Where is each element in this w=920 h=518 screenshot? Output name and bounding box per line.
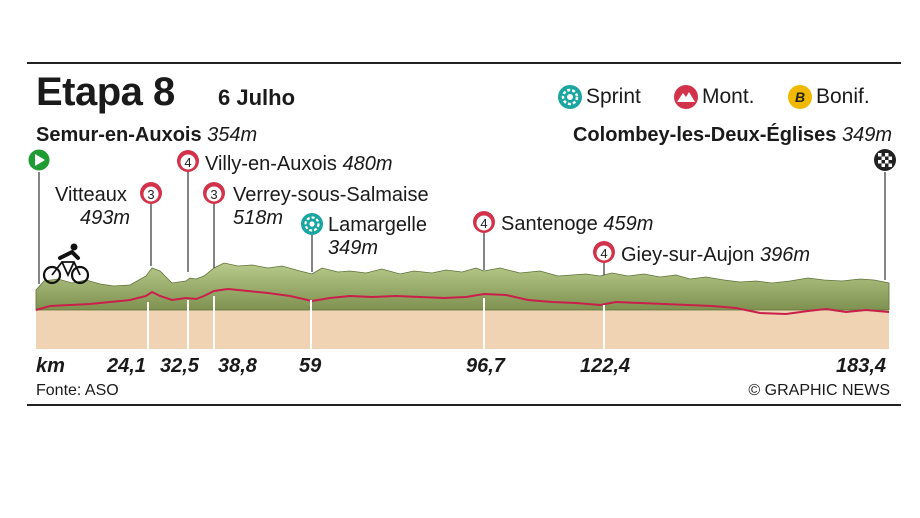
legend-sprint: Sprint [557, 83, 641, 111]
marker-giey-elevation: 396m [759, 244, 810, 266]
bonus-icon-letter: B [795, 89, 805, 105]
climb-badge-verrey: 3 [203, 182, 225, 204]
top-rule [27, 62, 901, 64]
km-label-vitteaux: 24,1 [107, 355, 146, 377]
climb-badge-giey: 4 [593, 241, 615, 263]
marker-pins [38, 172, 886, 284]
legend-bonus: B Bonif. [787, 83, 870, 111]
marker-lamargelle-name: Lamargelle [328, 214, 427, 236]
cyclist-icon [42, 243, 90, 285]
marker-villy-elevation: 480m [342, 153, 393, 175]
start-icon [27, 148, 51, 172]
axis-unit: km [36, 355, 65, 377]
mountain-icon [674, 85, 698, 109]
start-town-elevation: 354m [207, 124, 258, 146]
source-note: Fonte: ASO [36, 382, 119, 399]
stage-title: Etapa 8 [36, 70, 175, 114]
road-line [35, 287, 890, 316]
finish-flag-icon [874, 149, 896, 171]
marker-villy-label: Villy-en-Auxois [205, 153, 337, 175]
marker-santenoge-name: Santenoge 459m [501, 213, 653, 236]
legend-mountain-label: Mont. [702, 85, 755, 108]
finish-town-elevation: 349m [841, 124, 892, 146]
marker-verrey-elevation: 518m [233, 207, 284, 229]
climb-category: 3 [147, 187, 154, 202]
km-label-villy: 32,5 [160, 355, 199, 377]
marker-giey-label: Giey-sur-Aujon [621, 244, 755, 266]
climb-category: 3 [210, 187, 217, 202]
sprint-icon [558, 85, 582, 109]
climb-category: 4 [600, 246, 607, 261]
marker-lamargelle-elevation: 349m [328, 237, 379, 259]
ground-band [36, 305, 889, 349]
climb-category: 4 [480, 216, 487, 231]
finish-town: Colombey-les-Deux-Églises 349m [573, 122, 892, 148]
km-label-santenoge: 96,7 [466, 355, 505, 377]
finish-town-name: Colombey-les-Deux-Églises [572, 124, 837, 146]
marker-giey-name: Giey-sur-Aujon 396m [621, 244, 810, 267]
km-label-verrey: 38,8 [218, 355, 257, 377]
legend-mountain: Mont. [673, 83, 755, 111]
stage-date: 6 Julho [218, 85, 296, 110]
start-town: Semur-en-Auxois 354m [36, 122, 257, 148]
marker-vitteaux-elevation: 493m [80, 207, 131, 229]
credit-note: © GRAPHIC NEWS [748, 382, 890, 399]
marker-vitteaux-name: Vitteaux [55, 184, 127, 206]
start-town-name: Semur-en-Auxois [36, 124, 202, 146]
bottom-rule [27, 404, 901, 406]
climb-badge-santenoge: 4 [473, 211, 495, 233]
climb-category: 4 [184, 155, 191, 170]
marker-verrey-name: Verrey-sous-Salmaise [233, 184, 429, 206]
sprint-badge-lamargelle [301, 213, 323, 235]
km-label-lamargelle: 59 [299, 355, 322, 377]
bonus-icon: B [788, 85, 812, 109]
marker-villy-name: Villy-en-Auxois 480m [205, 153, 393, 176]
marker-santenoge-elevation: 459m [603, 213, 654, 235]
terrain-relief [35, 262, 890, 311]
marker-santenoge-label: Santenoge [501, 213, 598, 235]
km-label-giey: 122,4 [580, 355, 631, 377]
legend-bonus-label: Bonif. [816, 85, 870, 108]
legend-sprint-label: Sprint [586, 85, 641, 108]
climb-badge-vitteaux: 3 [140, 182, 162, 204]
km-label-total: 183,4 [836, 355, 887, 377]
km-gridlines [147, 296, 605, 349]
climb-badge-villy: 4 [177, 150, 199, 172]
